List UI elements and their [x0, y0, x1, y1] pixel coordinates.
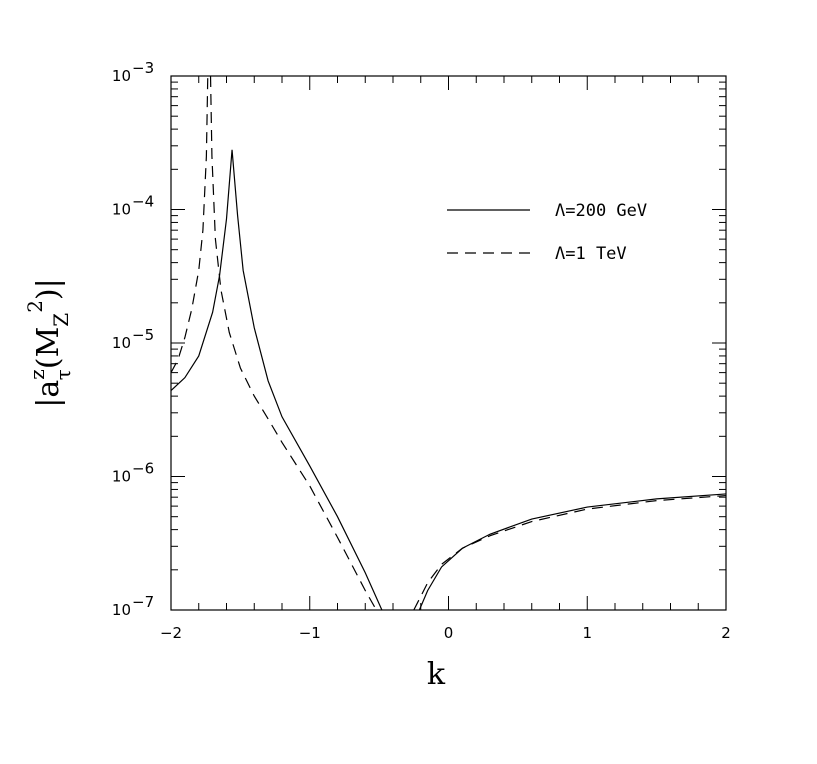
y-tick-label: 10: [112, 468, 131, 486]
legend: Λ=200 GeV Λ=1 TeV: [447, 201, 647, 264]
svg-text:|azτ(MZ2)|: |az τ(MZ2)|: [23, 278, 75, 408]
y-title-sub-z: Z: [49, 313, 73, 327]
x-tick-label: −1: [299, 624, 321, 642]
x-tick-label: 1: [582, 624, 592, 642]
y-title-bar-a: |a: [31, 380, 66, 408]
series-line-solid-0: [170, 149, 383, 611]
x-tick-labels: −2 −1 0 1 2: [160, 624, 731, 642]
series-line-dashed-2: [170, 75, 209, 373]
y-tick-label: 10: [112, 601, 131, 619]
y-tick-label-exponent: −5: [132, 326, 154, 344]
y-tick-label: 10: [112, 201, 131, 219]
curves: [170, 75, 727, 611]
y-title-paren-close: )|: [31, 278, 66, 300]
x-tick-label: 0: [444, 624, 454, 642]
y-tick-label: 10: [112, 67, 131, 85]
series-line-dashed-4: [413, 494, 727, 611]
y-title-paren-m: (M: [31, 327, 66, 369]
y-tick-label-exponent: −3: [132, 59, 154, 77]
x-tick-label: −2: [160, 624, 182, 642]
x-tick-label: 2: [721, 624, 731, 642]
y-tick-label-exponent: −6: [132, 460, 154, 478]
series-line-dashed-3: [209, 75, 377, 611]
y-axis-title: |az τ(MZ2)|: [23, 278, 75, 408]
y-tick-labels: 10−710−610−510−410−3: [112, 59, 154, 619]
y-tick-label-exponent: −7: [132, 593, 154, 611]
x-axis-title: k: [427, 657, 446, 692]
y-title-sub-tau: τ: [51, 369, 75, 380]
legend-label-solid: Λ=200 GeV: [555, 201, 647, 221]
legend-label-dashed: Λ=1 TeV: [555, 244, 627, 264]
y-title-sup-2: 2: [23, 300, 47, 313]
y-title-sup-z: z: [25, 369, 49, 380]
y-tick-label-exponent: −4: [132, 193, 154, 211]
plot-frame: [170, 75, 727, 611]
ticks: [170, 75, 727, 611]
y-tick-label: 10: [112, 334, 131, 352]
series-line-solid-1: [418, 493, 727, 611]
